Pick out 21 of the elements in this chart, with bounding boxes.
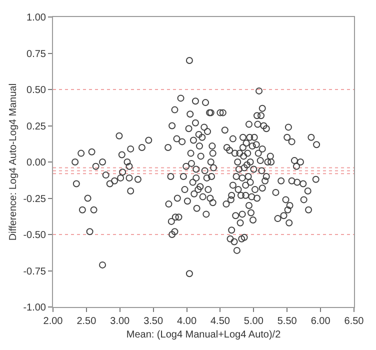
y-tick-label: -0.50: [23, 230, 46, 241]
y-tick-label: 0.75: [26, 48, 46, 60]
x-axis-title: Mean: (Log4 Manual+Log4 Auto)/2: [126, 330, 282, 340]
x-tick-label: 5.00: [244, 316, 264, 327]
x-tick-label: 4.00: [177, 316, 197, 327]
x-tick-label: 3.00: [110, 316, 130, 327]
x-tick-label: 6.50: [344, 316, 364, 327]
x-tick-label: 2.50: [76, 316, 97, 327]
y-tick-label: -0.75: [23, 266, 46, 278]
y-tick-label: 0.50: [26, 85, 46, 96]
y-axis-title: Difference: Log4 Auto-Log4 Manual: [8, 83, 20, 241]
y-tick-label: 0.00: [26, 158, 46, 168]
y-tick-label: 1.00: [26, 12, 46, 24]
x-tick-label: 6.00: [310, 316, 331, 327]
y-tick-label: -0.25: [23, 194, 46, 205]
x-tick-label: 5.50: [277, 316, 298, 327]
x-tick-label: 4.50: [210, 316, 230, 327]
x-tick-label: 3.50: [144, 316, 164, 327]
y-tick-label: -1.00: [23, 302, 46, 314]
y-tick-label: 0.25: [26, 121, 46, 132]
x-tick-label: 2.00: [43, 316, 64, 327]
